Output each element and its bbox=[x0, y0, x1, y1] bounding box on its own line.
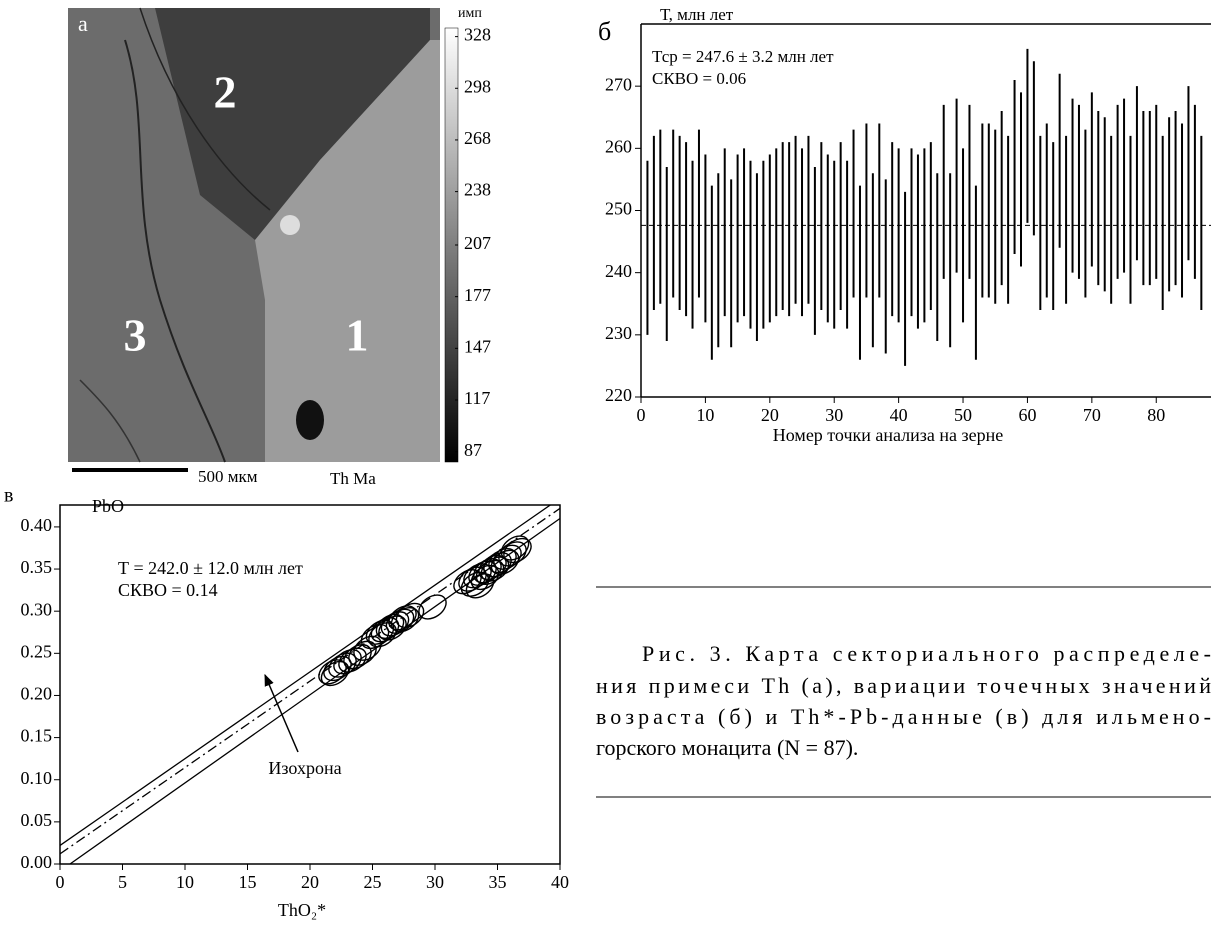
error-ellipse bbox=[395, 602, 425, 629]
y-axis-label: Т, млн лет bbox=[660, 5, 734, 24]
y-axis-label: PbO bbox=[92, 496, 124, 516]
line-label: Изохрона bbox=[268, 758, 341, 778]
error-ellipse bbox=[490, 549, 520, 575]
y-tick-label: 0.15 bbox=[21, 726, 53, 746]
arrow bbox=[264, 673, 299, 753]
error-ellipse bbox=[320, 660, 350, 687]
colorbar-tick-label: 177 bbox=[464, 285, 491, 305]
inclusion bbox=[296, 400, 324, 440]
y-tick-label: 250 bbox=[605, 199, 632, 219]
y-tick-label: 0.00 bbox=[21, 852, 53, 872]
error-ellipse bbox=[460, 571, 490, 597]
error-ellipse bbox=[475, 559, 505, 586]
error-ellipse bbox=[368, 622, 397, 648]
error-ellipse bbox=[465, 573, 495, 599]
panel-label: а bbox=[78, 11, 88, 36]
y-tick-label: 0.35 bbox=[21, 557, 53, 577]
x-tick-label: 40 bbox=[551, 872, 569, 892]
caption-line: возраста (б) и Th*-Pb-данные (в) для иль… bbox=[596, 704, 1211, 729]
annotation: Тср = 247.6 ± 3.2 млн лет bbox=[652, 47, 834, 66]
y-tick-label: 240 bbox=[605, 261, 632, 281]
error-ellipse bbox=[388, 605, 417, 631]
colorbar-tick-label: 147 bbox=[464, 336, 491, 356]
error-ellipse bbox=[378, 615, 407, 641]
error-ellipse bbox=[348, 640, 377, 666]
colorbar-tick-label: 207 bbox=[464, 233, 491, 253]
isochron-line bbox=[60, 505, 552, 846]
crack bbox=[139, 7, 271, 211]
colorbar-tick-label: 87 bbox=[464, 440, 482, 460]
colorbar-tick-label: 328 bbox=[464, 25, 491, 45]
y-tick-label: 0.05 bbox=[21, 810, 53, 830]
sector-label: 1 bbox=[346, 310, 369, 361]
x-tick-label: 40 bbox=[890, 405, 908, 425]
x-tick-label: 50 bbox=[954, 405, 972, 425]
x-tick-label: 80 bbox=[1147, 405, 1165, 425]
y-tick-label: 0.20 bbox=[21, 684, 53, 704]
colorbar-tick-label: 117 bbox=[464, 388, 490, 408]
x-tick-label: 30 bbox=[825, 405, 843, 425]
x-tick-label: 0 bbox=[637, 405, 646, 425]
x-axis-label: ThO₂* bbox=[278, 900, 326, 920]
x-tick-label: 60 bbox=[1018, 405, 1036, 425]
x-tick-label: 25 bbox=[364, 872, 382, 892]
colorbar-title: имп bbox=[458, 6, 482, 21]
error-ellipse bbox=[418, 594, 447, 620]
caption-line: ния примеси Th (а), вариации точечных зн… bbox=[596, 673, 1211, 698]
error-ellipse bbox=[385, 608, 415, 634]
panel-label: б bbox=[598, 17, 611, 46]
x-tick-label: 10 bbox=[176, 872, 194, 892]
x-tick-label: 20 bbox=[301, 872, 319, 892]
colorbar-tick-label: 268 bbox=[464, 128, 491, 148]
isochron-line bbox=[60, 507, 560, 855]
sector-1-area bbox=[255, 40, 440, 462]
crack bbox=[79, 379, 141, 463]
x-tick-label: 10 bbox=[696, 405, 714, 425]
y-tick-label: 0.10 bbox=[21, 768, 53, 788]
colorbar-tick-label: 298 bbox=[464, 76, 491, 96]
caption-line: горского монацита (N = 87). bbox=[596, 735, 858, 760]
sector-label: 2 bbox=[214, 67, 237, 118]
annotation: Т = 242.0 ± 12.0 млн лет bbox=[118, 558, 303, 578]
y-tick-label: 220 bbox=[605, 385, 632, 405]
sector-2-area bbox=[155, 8, 430, 240]
x-tick-label: 20 bbox=[761, 405, 779, 425]
error-ellipse bbox=[333, 649, 362, 675]
y-tick-label: 260 bbox=[605, 136, 632, 156]
sector-label: 3 bbox=[124, 310, 147, 361]
y-tick-label: 0.40 bbox=[21, 515, 53, 535]
x-tick-label: 0 bbox=[56, 872, 65, 892]
panel-label: в bbox=[4, 485, 13, 507]
error-ellipse bbox=[500, 535, 530, 561]
x-axis-label: Номер точки анализа на зерне bbox=[773, 425, 1003, 445]
isochron-group bbox=[60, 505, 560, 864]
x-tick-label: 5 bbox=[118, 872, 127, 892]
y-tick-label: 230 bbox=[605, 323, 632, 343]
annotation: СКВО = 0.06 bbox=[652, 69, 746, 88]
x-tick-label: 30 bbox=[426, 872, 444, 892]
x-tick-label: 35 bbox=[489, 872, 507, 892]
element-label: Th Ma bbox=[330, 469, 376, 488]
caption-line: Рис. 3. Карта секториального распределе- bbox=[642, 641, 1211, 666]
y-tick-label: 0.30 bbox=[21, 599, 53, 619]
scale-bar-label: 500 мкм bbox=[198, 467, 258, 486]
x-tick-label: 70 bbox=[1083, 405, 1101, 425]
inclusion bbox=[280, 215, 300, 235]
crack bbox=[124, 39, 226, 463]
x-tick-label: 15 bbox=[239, 872, 257, 892]
colorbar-tick-label: 238 bbox=[464, 180, 491, 200]
y-tick-label: 0.25 bbox=[21, 641, 53, 661]
y-tick-label: 270 bbox=[605, 74, 632, 94]
annotation: СКВО = 0.14 bbox=[118, 580, 218, 600]
th-map: а 2 3 1 имп 500 мкм Th Ma bbox=[68, 6, 482, 488]
